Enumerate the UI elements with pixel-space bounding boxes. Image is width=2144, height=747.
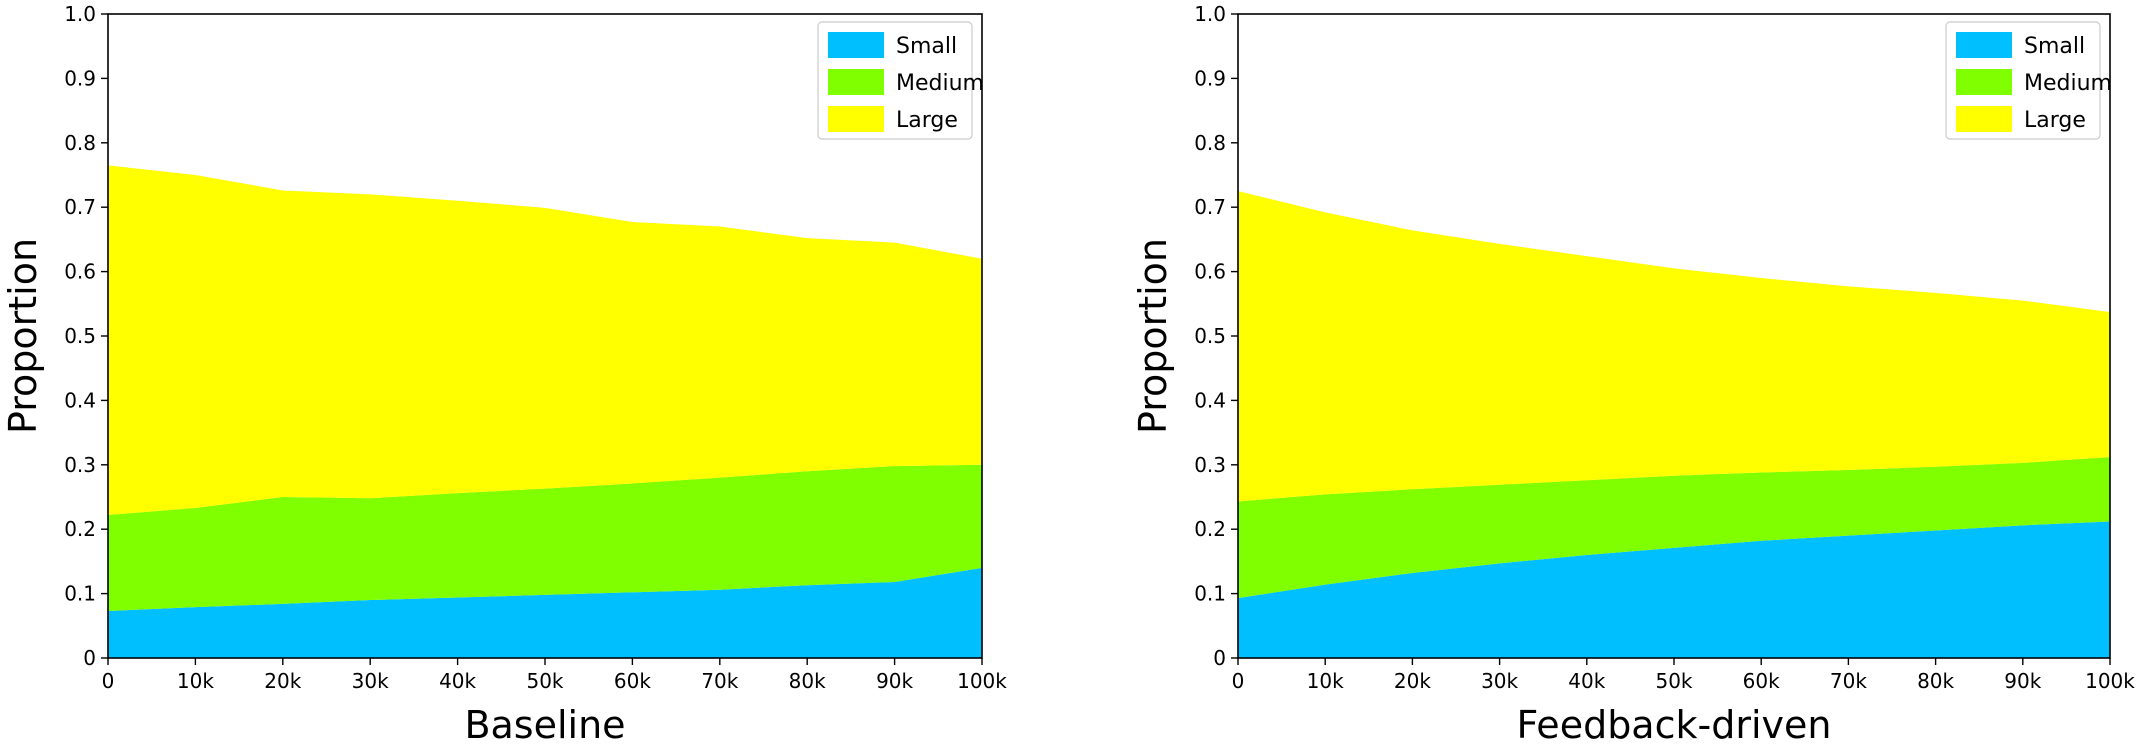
x-tick-label: 30k (1481, 669, 1518, 693)
x-axis-title: Baseline (464, 703, 625, 747)
legend-label-medium: Medium (896, 71, 984, 96)
y-tick-label: 0.7 (1194, 195, 1226, 219)
x-tick-label: 0 (102, 669, 115, 693)
legend-label-small: Small (2024, 34, 2085, 59)
legend-swatch-small (1956, 32, 2012, 58)
x-tick-label: 50k (526, 669, 563, 693)
x-tick-label: 10k (1307, 669, 1344, 693)
x-tick-label: 40k (439, 669, 476, 693)
x-tick-label: 40k (1568, 669, 1605, 693)
y-tick-label: 0.4 (64, 388, 96, 412)
x-tick-label: 70k (1830, 669, 1867, 693)
y-tick-label: 0.9 (64, 66, 96, 90)
y-tick-label: 0.8 (64, 131, 96, 155)
area-medium (108, 464, 982, 611)
y-tick-label: 0 (83, 646, 96, 670)
x-tick-label: 100k (2085, 669, 2135, 693)
x-tick-label: 80k (789, 669, 826, 693)
y-tick-label: 0.5 (64, 324, 96, 348)
legend: Small Medium Large (1945, 21, 2112, 140)
y-tick-label: 0 (1213, 646, 1226, 670)
y-tick-label: 0.5 (1194, 324, 1226, 348)
y-tick-label: 0.8 (1194, 131, 1226, 155)
x-tick-label: 0 (1232, 669, 1245, 693)
y-tick-label: 0.7 (64, 195, 96, 219)
x-tick-label: 80k (1917, 669, 1954, 693)
legend-swatch-large (828, 106, 884, 132)
x-axis-title: Feedback-driven (1517, 703, 1832, 747)
y-tick-label: 0.1 (1194, 582, 1226, 606)
y-tick-label: 0.1 (64, 582, 96, 606)
area-small (1238, 521, 2110, 658)
y-tick-label: 0.6 (1194, 260, 1226, 284)
y-tick-label: 0.3 (1194, 453, 1226, 477)
x-tick-label: 100k (957, 669, 1007, 693)
area-large (1238, 191, 2110, 502)
y-tick-label: 0.3 (64, 453, 96, 477)
legend-label-large: Large (2024, 108, 2086, 133)
area-large (108, 165, 982, 516)
legend-swatch-medium (828, 69, 884, 95)
y-tick-label: 0.4 (1194, 388, 1226, 412)
area-medium (1238, 457, 2110, 599)
x-tick-label: 90k (2004, 669, 2041, 693)
y-tick-label: 0.9 (1194, 66, 1226, 90)
legend-label-large: Large (896, 108, 958, 133)
area-small (108, 567, 982, 658)
y-tick-label: 0.2 (1194, 517, 1226, 541)
x-tick-label: 60k (614, 669, 651, 693)
y-tick-label: 0.6 (64, 260, 96, 284)
x-tick-label: 70k (701, 669, 738, 693)
y-tick-label: 1.0 (1194, 2, 1226, 26)
y-tick-label: 1.0 (64, 2, 96, 26)
legend: Small Medium Large (817, 21, 984, 140)
legend-label-medium: Medium (2024, 71, 2112, 96)
x-tick-label: 30k (352, 669, 389, 693)
chart-baseline: 0 10k 20k 30k 40k 50k 60k 70k 80k 90k 100k 0 0.1 0.2 0… (1, 2, 1007, 747)
chart-feedback-driven: 0 10k 20k 30k 40k 50k 60k 70k 80k 90k 100k 0 0.1 0.2 0… (1131, 2, 2135, 747)
y-axis-title: Proportion (1131, 238, 1175, 434)
legend-label-small: Small (896, 34, 957, 59)
x-tick-label: 90k (876, 669, 913, 693)
x-tick-label: 50k (1655, 669, 1692, 693)
y-axis-title: Proportion (1, 238, 45, 434)
legend-swatch-medium (1956, 69, 2012, 95)
x-tick-label: 20k (264, 669, 301, 693)
y-tick-label: 0.2 (64, 517, 96, 541)
x-tick-label: 10k (177, 669, 214, 693)
legend-swatch-large (1956, 106, 2012, 132)
x-tick-label: 20k (1394, 669, 1431, 693)
x-tick-label: 60k (1743, 669, 1780, 693)
legend-swatch-small (828, 32, 884, 58)
